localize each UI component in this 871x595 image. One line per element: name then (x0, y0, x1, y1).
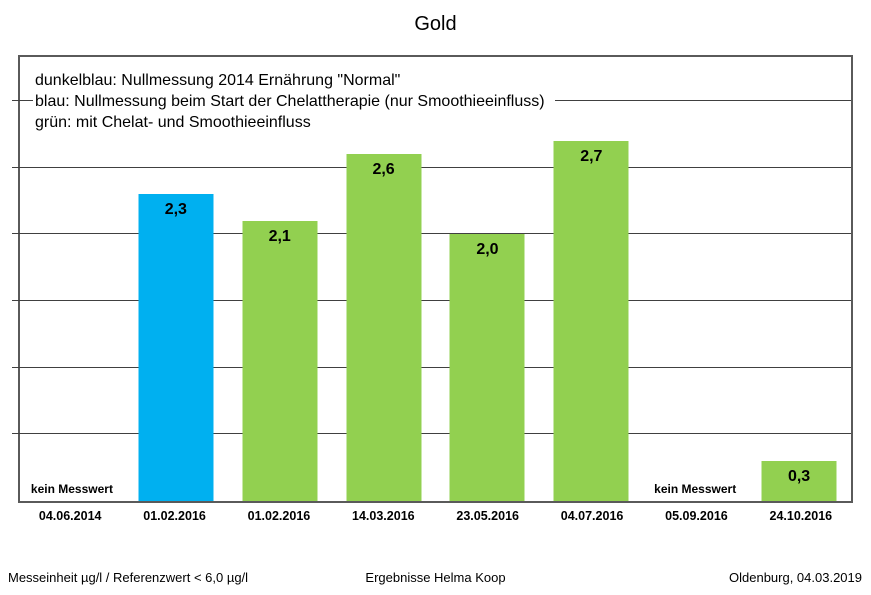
x-axis-labels: 04.06.2014 01.02.2016 01.02.2016 14.03.2016… (18, 509, 853, 523)
legend-line-darkblue: dunkelblau: Nullmessung 2014 Ernährung "… (35, 72, 401, 89)
y-axis-tick (12, 300, 20, 301)
x-axis-label: 04.07.2016 (560, 509, 624, 523)
no-data-label: kein Messwert (654, 482, 737, 496)
gridline (20, 233, 851, 235)
chart-title: Gold (414, 13, 457, 35)
bar: 2,7 (553, 141, 629, 501)
bar: 2,0 (449, 234, 525, 501)
y-axis-tick (12, 166, 20, 168)
bars-layer: kein Messwert 2,3 2,1 2,6 2,0 2,7 kein Messwer… (20, 57, 851, 501)
footer: Messeinheit µg/l / Referenzwert < 6,0 µg… (0, 570, 871, 588)
bar: 0,3 (761, 461, 837, 501)
bar-value-label: 2,6 (372, 161, 395, 179)
bar-value-label: 2,7 (580, 148, 603, 165)
legend-line-blue: blau: Nullmessung beim Start der Chelatt… (35, 93, 545, 110)
legend-line-green: grün: mit Chelat- und Smoothieeinfluss (35, 114, 311, 131)
x-axis-label: 01.02.2016 (247, 509, 311, 523)
bar: 2,3 (138, 194, 214, 501)
x-axis-label: 04.06.2014 (38, 509, 102, 523)
bar-value-label: 2,1 (268, 228, 291, 245)
y-axis-tick (12, 366, 20, 368)
no-data-label: kein Messwert (30, 482, 113, 496)
gridline (20, 366, 851, 368)
y-axis-tick (12, 233, 20, 235)
footer-measurement-unit: Messeinheit µg/l / Referenzwert < 6,0 µg… (8, 570, 249, 585)
plot-area: kein Messwert 2,3 2,1 2,6 2,0 2,7 kein Messwer… (12, 55, 853, 503)
x-axis-label: 14.03.2016 (352, 509, 415, 523)
footer-place-date: Oldenburg, 04.03.2019 (729, 570, 862, 585)
x-axis-label: 01.02.2016 (143, 509, 206, 523)
gridline (20, 433, 851, 435)
gridline (20, 166, 851, 168)
x-axis-label: 24.10.2016 (769, 509, 833, 523)
bar: 2,6 (346, 154, 422, 501)
bar-value-label: 2,3 (164, 201, 187, 219)
x-axis-label: 23.05.2016 (456, 509, 519, 523)
y-axis-tick (12, 433, 20, 435)
bar-value-label: 2,0 (476, 241, 499, 259)
bar: 2,1 (242, 221, 318, 501)
footer-results-owner: Ergebnisse Helma Koop (365, 570, 506, 585)
x-axis-label: 05.09.2016 (665, 509, 728, 523)
legend: dunkelblau: Nullmessung 2014 Ernährung "… (33, 68, 555, 137)
gridline (20, 300, 851, 301)
y-axis-tick (12, 100, 20, 101)
bar-value-label: 0,3 (787, 468, 811, 485)
